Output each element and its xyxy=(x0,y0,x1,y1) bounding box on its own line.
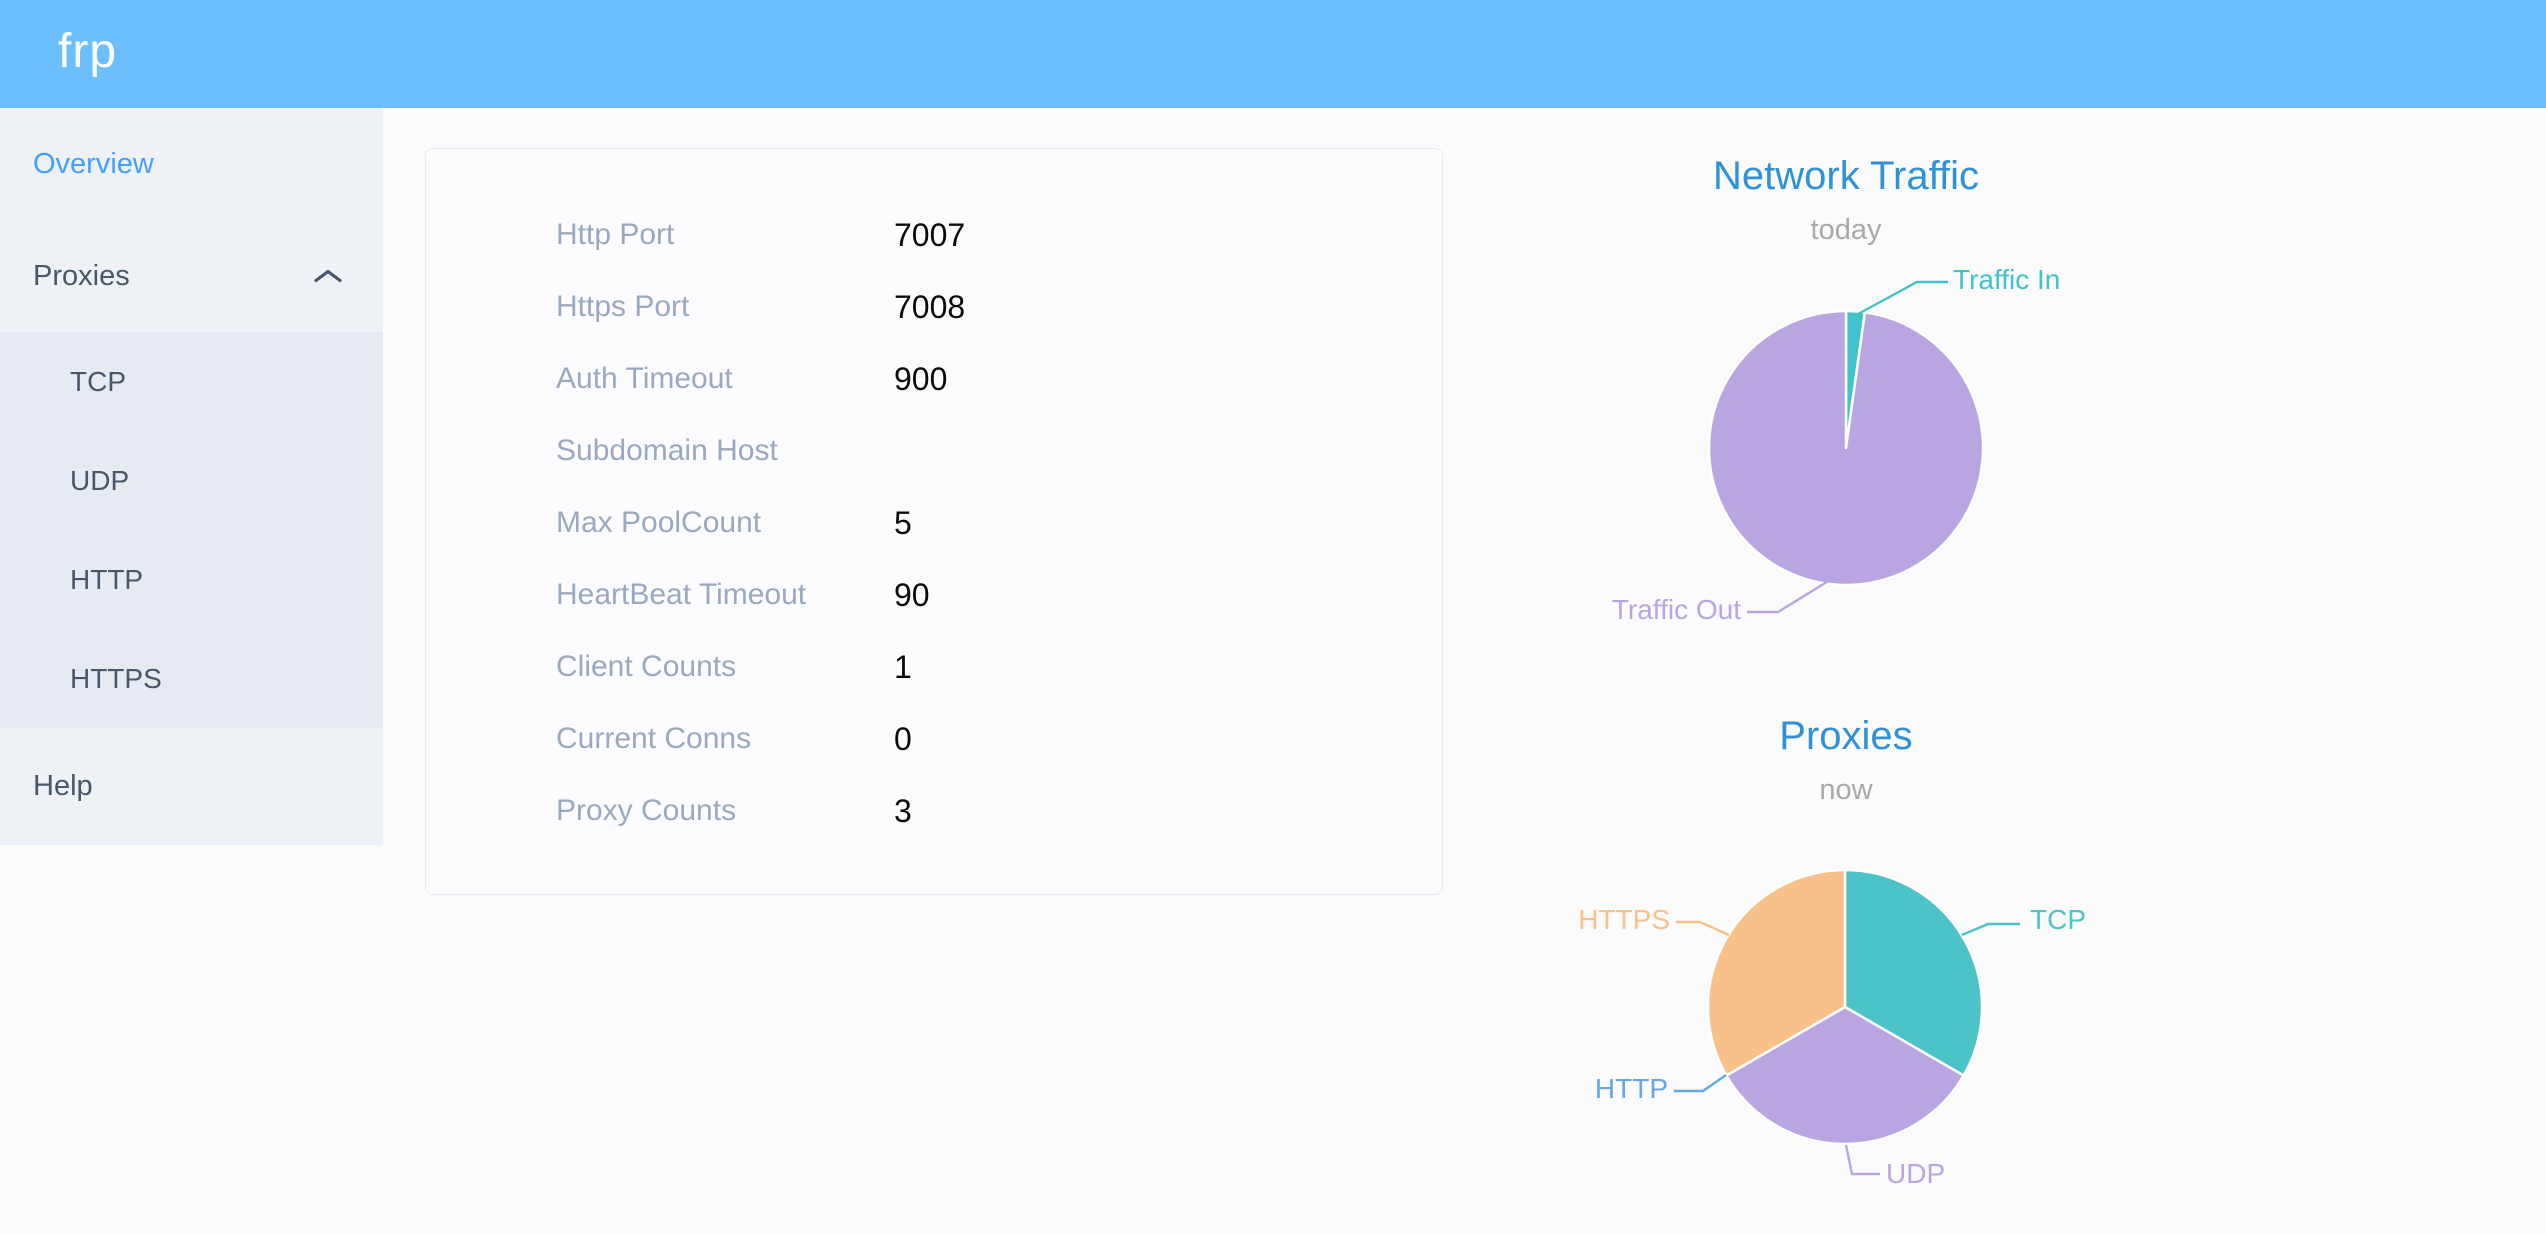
network-traffic-chart: Network Traffic today Traffic In Traffic… xyxy=(1446,140,2246,700)
chevron-up-icon xyxy=(314,269,342,283)
info-label: Client Counts xyxy=(556,650,737,683)
info-value: 7007 xyxy=(894,216,966,253)
pie-label-udp: UDP xyxy=(1886,1158,1946,1189)
label-leader-line xyxy=(1857,280,1948,316)
info-value: 0 xyxy=(894,720,912,757)
proxies-pie[interactable] xyxy=(1446,700,2246,1234)
chart-subtitle: now xyxy=(1819,774,1873,806)
info-value: 7008 xyxy=(894,288,966,325)
chart-title: Proxies xyxy=(1779,714,1913,758)
sidebar-item-label: HTTPS xyxy=(70,662,162,694)
info-label: HeartBeat Timeout xyxy=(556,578,807,611)
pie-label-http: HTTP xyxy=(1594,1073,1668,1104)
app-header: frp xyxy=(0,0,2546,108)
info-label: Https Port xyxy=(556,290,690,323)
info-row: Proxy Counts 3 xyxy=(426,775,1442,847)
info-value: 900 xyxy=(894,360,948,397)
proxies-submenu: TCP UDP HTTP HTTPS xyxy=(0,332,383,728)
sidebar-item-label: Overview xyxy=(33,147,154,180)
pie-label-traffic-out: Traffic Out xyxy=(1611,594,1741,625)
info-label: Http Port xyxy=(556,218,675,251)
info-label: Current Conns xyxy=(556,722,752,755)
chart-subtitle: today xyxy=(1810,214,1882,246)
info-row: Subdomain Host xyxy=(426,415,1442,487)
info-row: HeartBeat Timeout 90 xyxy=(426,559,1442,631)
label-leader-line xyxy=(1674,1074,1727,1093)
info-row: Https Port 7008 xyxy=(426,271,1442,343)
sidebar-item-overview[interactable]: Overview xyxy=(0,108,383,220)
info-label: Proxy Counts xyxy=(556,794,737,827)
label-leader-line xyxy=(1676,920,1730,937)
info-row: Max PoolCount 5 xyxy=(426,487,1442,559)
label-leader-line xyxy=(1747,578,1831,614)
info-row: Auth Timeout 900 xyxy=(426,343,1442,415)
info-value: 1 xyxy=(894,648,912,685)
sidebar-item-proxies[interactable]: Proxies xyxy=(0,220,383,332)
proxies-chart: Proxies now TCP HTTPS HTTP UDP xyxy=(1446,700,2246,1234)
pie-label-traffic-in: Traffic In xyxy=(1953,264,2061,295)
info-row: Current Conns 0 xyxy=(426,703,1442,775)
sidebar-item-udp[interactable]: UDP xyxy=(0,431,383,530)
label-leader-line xyxy=(1844,1144,1880,1176)
sidebar-item-label: Help xyxy=(33,770,93,802)
info-row: Http Port 7007 xyxy=(426,199,1442,271)
info-value: 90 xyxy=(894,576,930,613)
pie-label-https: HTTPS xyxy=(1578,904,1670,935)
sidebar-item-tcp[interactable]: TCP xyxy=(0,332,383,431)
sidebar-item-label: Proxies xyxy=(33,259,130,292)
sidebar-item-label: HTTP xyxy=(70,563,144,595)
info-value: 5 xyxy=(894,504,912,541)
sidebar-item-https[interactable]: HTTPS xyxy=(0,629,383,728)
chart-title: Network Traffic xyxy=(1713,154,1979,198)
info-label: Subdomain Host xyxy=(556,434,778,467)
label-leader-line xyxy=(1961,922,2020,937)
info-label: Auth Timeout xyxy=(556,362,733,395)
sidebar-item-label: TCP xyxy=(70,365,126,397)
sidebar-item-http[interactable]: HTTP xyxy=(0,530,383,629)
sidebar-item-help[interactable]: Help xyxy=(0,728,383,845)
network-traffic-pie[interactable] xyxy=(1446,140,2246,700)
frp-logo: frp xyxy=(58,25,118,78)
info-row: Client Counts 1 xyxy=(426,631,1442,703)
sidebar-item-label: UDP xyxy=(70,464,130,496)
server-info-card: Http Port 7007 Https Port 7008 Auth Time… xyxy=(425,148,1443,895)
pie-label-tcp: TCP xyxy=(2030,904,2086,935)
info-label: Max PoolCount xyxy=(556,506,762,539)
info-value: 3 xyxy=(894,792,912,829)
sidebar: Overview Proxies TCP UDP HTTP HTTPS Help xyxy=(0,108,383,845)
